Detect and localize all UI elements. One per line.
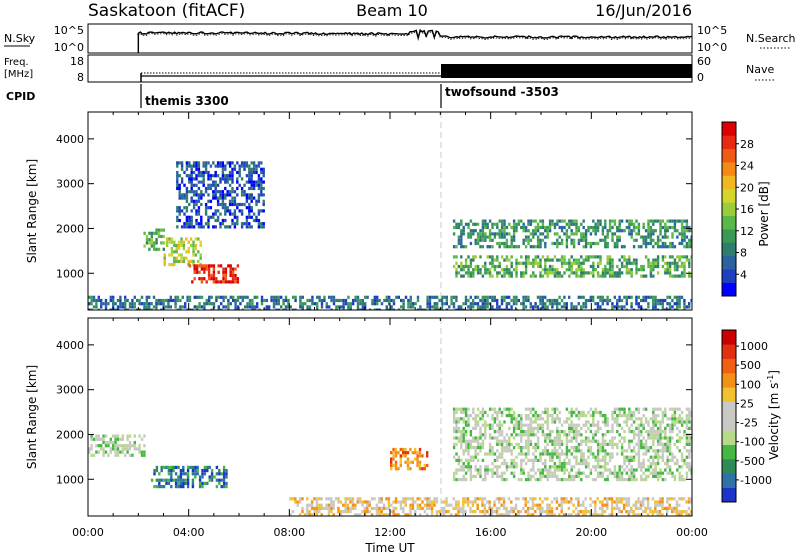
colorbar-swatch — [722, 269, 736, 283]
power-colorbar: 4 8 12 16 20 24 28 — [721, 121, 754, 297]
freq-left-tick-bottom: 8 — [77, 71, 84, 84]
colorbar-swatch — [722, 416, 736, 431]
power-colorbar-tick: 24 — [740, 160, 754, 173]
velocity-heatmap — [88, 407, 692, 516]
cpid-label: CPID — [6, 90, 35, 103]
colorbar-swatch — [722, 229, 736, 243]
velocity-y-axis: 1000 2000 3000 4000 — [56, 339, 692, 486]
time-tick-label: 12:00 — [374, 526, 406, 539]
cpid-program-2: twofsound -3503 — [445, 85, 559, 99]
time-axis-label: Time UT — [364, 541, 415, 554]
time-tick-label: 00:00 — [676, 526, 708, 539]
freq-left-label-2: [MHz] — [4, 69, 33, 80]
freq-left-tick-top: 18 — [70, 55, 84, 68]
velocity-panel: 1000 2000 3000 4000 Slant Range [km] 1000 50… — [25, 317, 781, 517]
colorbar-swatch — [722, 344, 736, 359]
power-colorbar-label: Power [dB] — [757, 181, 771, 246]
station-title: Saskatoon (fitACF) — [88, 1, 245, 21]
y-tick-label: 2000 — [56, 428, 84, 441]
colorbar-swatch — [722, 444, 736, 460]
colorbar-swatch — [722, 135, 736, 150]
colorbar-swatch — [722, 387, 736, 402]
power-colorbar-tick: 4 — [740, 268, 747, 281]
y-tick-label: 4000 — [56, 133, 84, 146]
y-tick-label: 4000 — [56, 339, 84, 352]
freq-right-tick-top: 60 — [697, 55, 711, 68]
power-heatmap — [88, 161, 692, 310]
colorbar-swatch — [722, 215, 736, 230]
noise-left-tick-bottom: 10^0 — [54, 41, 84, 54]
colorbar-swatch — [722, 358, 736, 374]
colorbar-swatch — [722, 255, 736, 270]
noise-left-tick-top: 10^5 — [54, 24, 84, 37]
velocity-colorbar-tick: 100 — [740, 378, 761, 391]
freq-left-label-1: Freq. — [4, 57, 29, 68]
power-colorbar-tick: 28 — [740, 138, 754, 151]
freq-panel: Freq. [MHz] 18 8 60 0 Nave — [4, 54, 775, 84]
power-y-axis: 1000 2000 3000 4000 — [56, 133, 692, 280]
y-tick-label: 3000 — [56, 178, 84, 191]
velocity-colorbar-label: Velocity [m s-1] — [766, 370, 781, 460]
colorbar-swatch — [722, 430, 736, 445]
power-x-ticks — [87, 112, 693, 310]
velocity-x-ticks — [87, 318, 693, 516]
time-tick-label: 16:00 — [475, 526, 507, 539]
power-colorbar-tick: 8 — [740, 247, 747, 260]
velocity-colorbar-tick: -25 — [740, 417, 758, 430]
date-title: 16/Jun/2016 — [595, 1, 692, 20]
power-colorbar-tick: 12 — [740, 225, 754, 238]
colorbar-swatch — [722, 282, 736, 297]
colorbar-swatch — [722, 242, 736, 257]
colorbar-swatch — [722, 473, 736, 488]
cpid-panel: CPID themis 3300 twofsound -3503 — [6, 84, 559, 108]
colorbar-swatch — [722, 162, 736, 176]
colorbar-swatch — [722, 202, 736, 216]
colorbar-swatch — [722, 373, 736, 388]
power-colorbar-tick: 16 — [740, 203, 754, 216]
colorbar-swatch — [722, 122, 736, 136]
colorbar-swatch — [722, 175, 736, 190]
velocity-colorbar-tick: -500 — [740, 455, 765, 468]
y-tick-label: 3000 — [56, 384, 84, 397]
velocity-colorbar-tick: -1000 — [740, 474, 772, 487]
time-axis-ticks: 00:00 04:00 08:00 12:00 16:00 20:00 00:00 — [72, 526, 708, 539]
colorbar-swatch — [722, 401, 736, 417]
freq-right-tick-bottom: 0 — [697, 71, 704, 84]
time-tick-label: 08:00 — [273, 526, 305, 539]
time-tick-label: 00:00 — [72, 526, 104, 539]
y-tick-label: 1000 — [56, 473, 84, 486]
noise-left-label: N.Sky — [4, 32, 36, 45]
velocity-ylabel: Slant Range [km] — [25, 365, 39, 469]
freq-right-label: Nave — [746, 63, 774, 76]
noise-right-tick-bottom: 10^0 — [697, 41, 727, 54]
y-tick-label: 1000 — [56, 267, 84, 280]
velocity-colorbar-tick: -100 — [740, 436, 765, 449]
colorbar-swatch — [722, 148, 736, 163]
noise-search-line — [137, 30, 693, 41]
noise-sky-line — [137, 28, 693, 53]
time-tick-label: 20:00 — [575, 526, 607, 539]
velocity-colorbar: 1000 500 100 25 -25 -100 -500 -1000 — [721, 329, 772, 503]
cpid-program-1: themis 3300 — [145, 94, 229, 108]
power-colorbar-tick: 20 — [740, 181, 754, 194]
noise-right-tick-top: 10^5 — [697, 24, 727, 37]
velocity-colorbar-tick: 25 — [740, 397, 754, 410]
y-tick-label: 2000 — [56, 222, 84, 235]
noise-right-label: N.Search — [746, 32, 796, 45]
power-ylabel: Slant Range [km] — [25, 159, 39, 263]
noise-panel: N.Sky 10^5 10^0 10^5 10^0 N.Search — [4, 23, 796, 54]
colorbar-swatch — [722, 188, 736, 203]
beam-title: Beam 10 — [356, 1, 428, 20]
power-panel: 1000 2000 3000 4000 Slant Range [km] 4 8 12 16… — [25, 111, 771, 311]
nave-block — [441, 64, 692, 78]
colorbar-swatch — [722, 330, 736, 345]
velocity-colorbar-tick: 500 — [740, 359, 761, 372]
colorbar-swatch — [722, 459, 736, 474]
colorbar-swatch — [722, 487, 736, 503]
time-tick-label: 04:00 — [173, 526, 205, 539]
velocity-colorbar-tick: 1000 — [740, 340, 768, 353]
